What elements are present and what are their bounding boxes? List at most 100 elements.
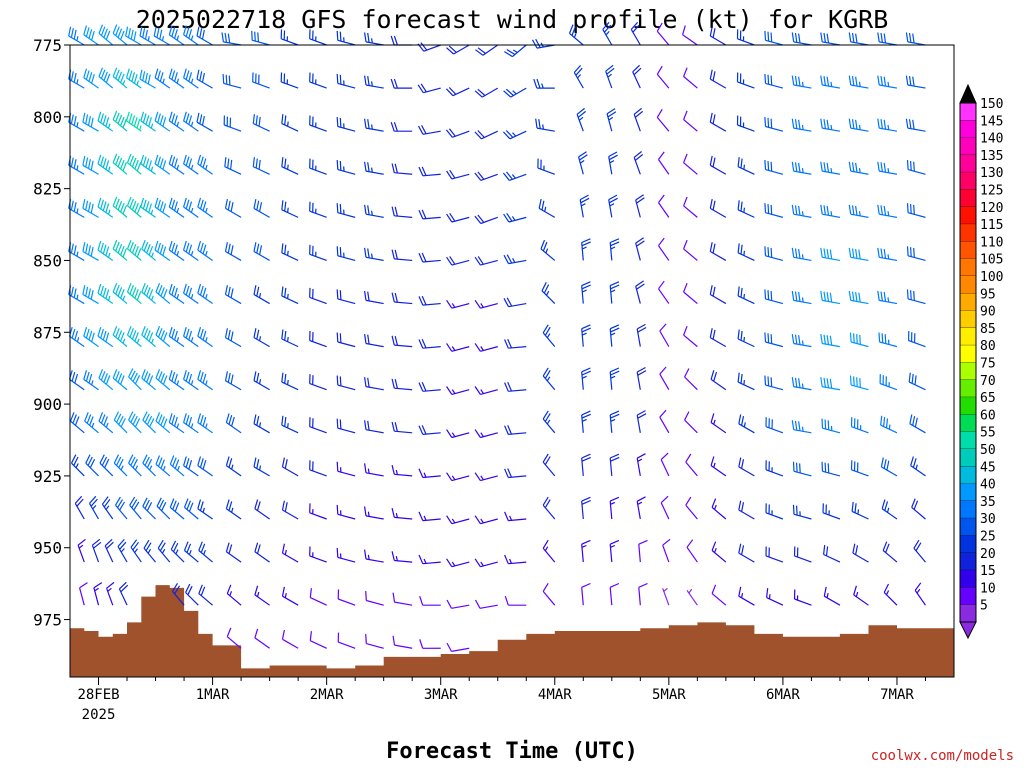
barb-flag: [146, 243, 151, 254]
barb-flag: [507, 468, 513, 478]
barb-half-flag: [610, 544, 616, 548]
wind-barb: [877, 32, 898, 46]
barb-flag: [132, 372, 138, 382]
barb-flag: [122, 161, 128, 172]
barb-flag: [820, 118, 823, 129]
barb-flag: [253, 371, 257, 381]
barb-half-flag: [151, 252, 154, 258]
wind-barb: [281, 500, 299, 520]
barb-flag: [741, 459, 745, 469]
barb-flag: [740, 373, 743, 384]
barb-flag: [883, 292, 887, 302]
wind-barb: [736, 72, 755, 89]
barb-flag: [183, 197, 187, 208]
barb-flag: [171, 242, 176, 253]
wind-barb: [635, 280, 645, 304]
wind-barb: [141, 239, 156, 261]
barb-half-flag: [287, 423, 289, 428]
barb-flag: [391, 464, 395, 475]
barb-flag: [740, 201, 743, 212]
wind-barb: [224, 371, 242, 391]
wind-barb: [880, 457, 898, 477]
barb-flag: [225, 413, 230, 423]
wind-barb: [83, 25, 99, 46]
barb-flag: [798, 33, 801, 44]
barb-flag: [168, 413, 173, 423]
wind-barb: [504, 44, 527, 58]
barb-half-flag: [107, 587, 112, 592]
barb-flag: [168, 327, 173, 337]
wind-barb: [540, 239, 556, 261]
barb-flag: [336, 375, 339, 386]
barb-shaft: [254, 637, 270, 649]
barb-flag: [197, 413, 202, 423]
barb-flag: [168, 154, 173, 165]
colorbar-label: 25: [980, 530, 996, 545]
barb-flag: [446, 170, 453, 180]
barb-flag: [227, 329, 231, 340]
colorbar-swatch: [960, 206, 976, 225]
barb-half-flag: [105, 505, 110, 510]
barb-flag: [155, 282, 161, 293]
wind-barb: [579, 194, 590, 218]
barb-flag: [73, 202, 77, 212]
barb-flag: [764, 246, 767, 256]
colorbar-swatch: [960, 466, 976, 485]
barb-flag: [157, 70, 161, 80]
barb-half-flag: [577, 74, 582, 79]
barb-flag: [683, 110, 688, 120]
barb-flag: [68, 26, 72, 37]
wind-barb: [446, 429, 470, 439]
wind-barb: [609, 324, 620, 347]
barb-flag: [84, 412, 89, 422]
barb-shaft: [185, 592, 199, 606]
barb-flag: [133, 117, 138, 127]
barb-flag: [153, 26, 157, 37]
colorbar-swatch: [960, 172, 976, 190]
barb-flag: [504, 382, 509, 392]
wind-barb: [337, 589, 356, 606]
barb-flag: [829, 292, 833, 303]
barb-flag: [883, 417, 886, 427]
barb-half-flag: [582, 246, 587, 250]
wind-barb: [791, 290, 812, 305]
barb-flag: [685, 496, 692, 506]
barb-half-flag: [887, 211, 890, 216]
y-tick-label: 825: [33, 180, 62, 199]
barb-flag: [877, 290, 880, 301]
barb-flag: [636, 366, 646, 373]
barb-flag: [685, 453, 692, 463]
wind-barb: [656, 108, 670, 132]
barb-flag: [770, 204, 773, 215]
wind-barb: [417, 83, 441, 94]
barb-flag: [162, 203, 167, 213]
barb-flag: [171, 113, 176, 123]
barb-flag: [394, 206, 398, 217]
wind-barb: [764, 73, 784, 89]
barb-flag: [336, 30, 339, 41]
wind-barb: [68, 327, 85, 348]
barb-flag: [884, 501, 889, 511]
wind-barb: [168, 25, 185, 46]
barb-flag: [253, 198, 257, 209]
barb-flag: [391, 249, 395, 260]
wind-barb: [418, 554, 441, 565]
barb-flag: [767, 204, 770, 214]
barb-half-flag: [605, 31, 610, 36]
wind-barb: [542, 324, 556, 348]
wind-barb: [281, 157, 299, 175]
barb-flag: [117, 71, 123, 81]
wind-barb: [881, 499, 898, 520]
barb-flag: [103, 28, 108, 38]
wind-barb: [280, 29, 299, 46]
barb-flag: [740, 330, 743, 341]
barb-flag: [913, 539, 920, 549]
barb-flag: [798, 119, 801, 130]
barb-flag: [131, 157, 137, 168]
barb-flag: [367, 76, 370, 86]
barb-flag: [103, 373, 108, 383]
wind-barb: [85, 454, 99, 477]
barb-half-flag: [916, 588, 921, 594]
barb-half-flag: [190, 121, 194, 127]
